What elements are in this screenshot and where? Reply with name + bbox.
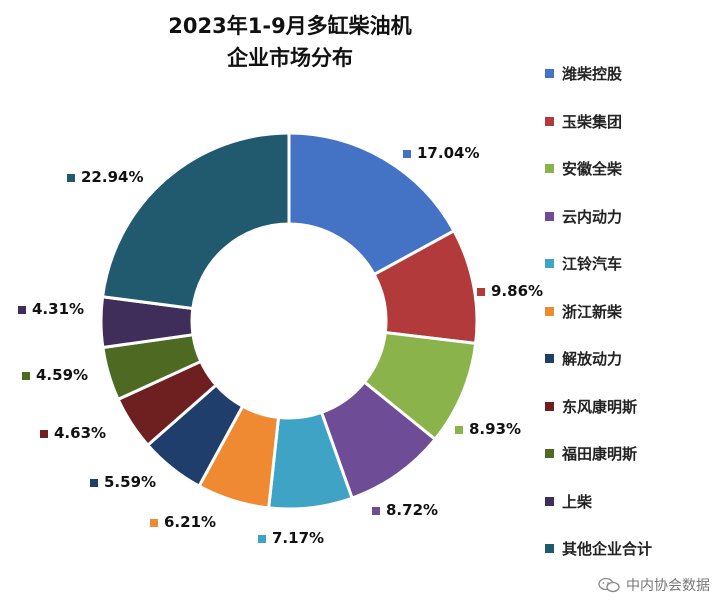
legend-swatch xyxy=(545,449,554,459)
data-label: 4.63% xyxy=(54,424,106,442)
data-label-swatch xyxy=(90,479,98,487)
legend-swatch xyxy=(545,544,554,554)
legend-swatch xyxy=(545,116,554,126)
legend-label: 江铃汽车 xyxy=(562,255,623,274)
legend-item: 江铃汽车 xyxy=(545,240,652,288)
legend-label: 浙江新柴 xyxy=(562,302,623,321)
data-label-swatch xyxy=(258,535,266,543)
legend-item: 其他企业合计 xyxy=(545,525,652,573)
legend-item: 福田康明斯 xyxy=(545,430,652,478)
legend-label: 云内动力 xyxy=(562,207,623,226)
legend-label: 其他企业合计 xyxy=(562,540,653,559)
legend-swatch xyxy=(545,496,554,506)
legend-label: 解放动力 xyxy=(562,350,623,369)
chart-legend: 潍柴控股玉柴集团安徽全柴云内动力江铃汽车浙江新柴解放动力东风康明斯福田康明斯上柴… xyxy=(545,50,652,573)
chart-title-line-1: 2023年1-9月多缸柴油机 xyxy=(168,14,412,38)
legend-item: 云内动力 xyxy=(545,193,652,241)
data-label: 8.72% xyxy=(386,501,438,519)
legend-item: 上柴 xyxy=(545,478,652,526)
data-label-swatch xyxy=(477,288,485,296)
data-label-swatch xyxy=(372,507,380,515)
data-label: 22.94% xyxy=(81,168,143,186)
data-label-swatch xyxy=(67,174,75,182)
data-label-swatch xyxy=(455,426,463,434)
legend-item: 玉柴集团 xyxy=(545,98,652,146)
legend-label: 安徽全柴 xyxy=(562,160,623,179)
legend-swatch xyxy=(545,211,554,221)
legend-swatch xyxy=(545,354,554,364)
data-label: 17.04% xyxy=(417,144,479,162)
data-label-swatch xyxy=(40,430,48,438)
legend-item: 潍柴控股 xyxy=(545,50,652,98)
legend-item: 解放动力 xyxy=(545,335,652,383)
data-label: 8.93% xyxy=(469,420,521,438)
data-label: 7.17% xyxy=(272,529,324,547)
legend-swatch xyxy=(545,306,554,316)
legend-label: 玉柴集团 xyxy=(562,112,623,131)
watermark-text: 中内协会数据 xyxy=(626,578,710,594)
legend-swatch xyxy=(545,259,554,269)
legend-label: 上柴 xyxy=(562,492,593,511)
wechat-icon xyxy=(598,577,620,593)
data-label-swatch xyxy=(403,150,411,158)
legend-label: 东风康明斯 xyxy=(562,397,638,416)
legend-item: 安徽全柴 xyxy=(545,145,652,193)
data-label-swatch xyxy=(150,519,158,527)
legend-label: 福田康明斯 xyxy=(562,445,638,464)
legend-swatch xyxy=(545,164,554,174)
data-label-swatch xyxy=(22,372,30,380)
donut-slice xyxy=(100,131,291,311)
legend-swatch xyxy=(545,401,554,411)
data-label: 4.31% xyxy=(32,300,84,318)
donut-slice xyxy=(287,131,457,277)
legend-item: 浙江新柴 xyxy=(545,288,652,336)
legend-item: 东风康明斯 xyxy=(545,383,652,431)
data-label: 6.21% xyxy=(164,513,216,531)
data-label: 9.86% xyxy=(491,282,543,300)
watermark: 中内协会数据 xyxy=(598,575,710,595)
legend-label: 潍柴控股 xyxy=(562,65,623,84)
data-label-swatch xyxy=(18,306,26,314)
data-label: 4.59% xyxy=(36,366,88,384)
chart-title-line-2: 企业市场分布 xyxy=(227,46,353,70)
legend-swatch xyxy=(545,69,554,79)
data-label: 5.59% xyxy=(104,473,156,491)
